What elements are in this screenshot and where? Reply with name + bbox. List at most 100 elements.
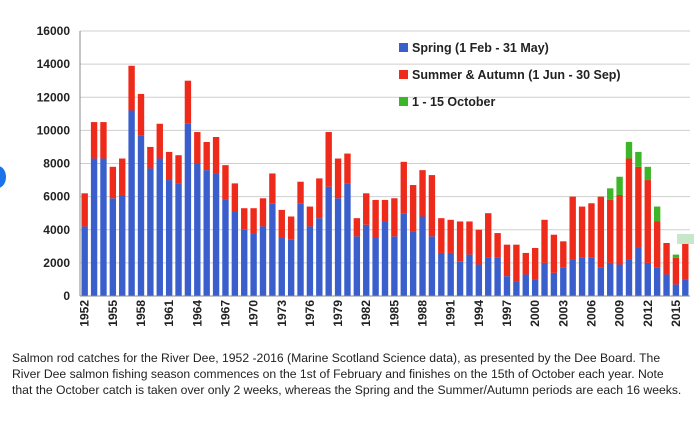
bar-summer-autumn-2000: [531, 247, 539, 280]
bar-summer-autumn-2010: [625, 158, 633, 260]
bar-spring-2006: [588, 257, 595, 296]
bar-october-2012: [644, 166, 651, 181]
bar-spring-1954: [100, 158, 107, 296]
x-tick-label: 1994: [472, 300, 486, 327]
side-indicator[interactable]: [0, 166, 6, 188]
bar-summer-autumn-1965: [203, 141, 210, 171]
x-tick-label: 2006: [585, 300, 599, 327]
bar-summer-autumn-2002: [550, 234, 558, 273]
bar-spring-1961: [165, 180, 173, 296]
bar-summer-autumn-2004: [569, 196, 576, 260]
bar-spring-1976: [306, 226, 314, 296]
y-tick-label: 10000: [37, 123, 71, 137]
bar-spring-1963: [184, 123, 192, 296]
x-tick-label: 1964: [190, 300, 204, 327]
bar-summer-autumn-2005: [578, 206, 586, 258]
bar-spring-1979: [334, 198, 342, 296]
axis-layer: 0 2000 4000 6000 8000 10000 12000 14000 16000 195…: [37, 24, 690, 327]
x-tick-label: 1985: [387, 300, 401, 327]
bar-summer-autumn-2012: [644, 180, 651, 263]
legend-layer: Spring (1 Feb - 31 May) Summer & Autumn (…: [399, 41, 621, 109]
x-tick-label: 1988: [416, 300, 430, 327]
legend-swatch: [399, 43, 408, 52]
x-tick-label: 1952: [78, 300, 92, 327]
bar-summer-autumn-2006: [588, 203, 595, 258]
bar-summer-autumn-1976: [306, 206, 314, 227]
bar-october-2015: [672, 254, 680, 258]
y-tick-label: 14000: [37, 57, 71, 71]
bar-spring-1978: [325, 186, 332, 296]
bar-summer-autumn-1991: [447, 219, 454, 253]
bar-spring-1969: [241, 229, 248, 296]
bar-spring-2010: [625, 259, 633, 296]
bar-summer-autumn-1995: [485, 213, 492, 258]
bar-spring-1990: [438, 252, 445, 296]
chart-area: 0 2000 4000 6000 8000 10000 12000 14000 16000 195…: [37, 24, 690, 327]
bar-spring-1973: [278, 238, 285, 296]
bar-summer-autumn-1973: [278, 209, 285, 239]
bar-summer-autumn-1997: [503, 244, 511, 277]
bar-spring-1987: [409, 231, 417, 296]
bar-summer-autumn-1971: [259, 198, 267, 227]
bar-spring-1956: [119, 194, 126, 296]
bar-spring-1964: [194, 163, 201, 296]
bar-summer-autumn-1975: [297, 181, 304, 204]
x-tick-label: 2009: [613, 300, 627, 327]
bar-spring-1977: [316, 218, 323, 296]
legend-label: Summer & Autumn (1 Jun - 30 Sep): [412, 68, 621, 82]
bar-summer-autumn-1979: [334, 158, 342, 199]
bar-spring-1984: [381, 221, 389, 296]
y-tick-label: 16000: [37, 24, 71, 38]
bar-spring-1965: [203, 170, 210, 297]
x-tick-label: 1979: [331, 300, 345, 327]
bar-summer-autumn-2009: [616, 194, 623, 265]
y-tick-label: 4000: [43, 223, 70, 237]
x-tick-label: 1970: [247, 300, 261, 327]
bar-summer-autumn-2011: [635, 166, 642, 248]
bar-october-2011: [635, 151, 642, 167]
bar-spring-1989: [428, 236, 436, 297]
x-tick-label: 1991: [444, 300, 458, 327]
bar-spring-1996: [494, 257, 501, 296]
legend-swatch: [399, 97, 408, 106]
bar-summer-autumn-1953: [90, 122, 98, 159]
bar-spring-1993: [466, 254, 473, 296]
bar-summer-autumn-2014: [663, 243, 670, 275]
bar-summer-autumn-1964: [194, 132, 201, 164]
x-tick-label: 2015: [669, 300, 683, 327]
bar-october-2009: [616, 176, 623, 195]
bar-spring-1988: [419, 216, 426, 296]
bar-spring-1970: [250, 233, 257, 296]
bar-spring-1974: [287, 239, 295, 296]
bar-summer-autumn-1984: [381, 199, 389, 222]
corner-mark: [677, 234, 694, 244]
bar-summer-autumn-1952: [81, 193, 88, 227]
bar-summer-autumn-1963: [184, 80, 192, 124]
bar-spring-2013: [653, 267, 661, 296]
bar-summer-autumn-1966: [212, 137, 220, 174]
figure-caption: Salmon rod catches for the River Dee, 19…: [12, 351, 682, 397]
x-tick-label: 2012: [641, 300, 655, 327]
y-tick-label: 12000: [37, 90, 71, 104]
bar-spring-2007: [597, 267, 605, 296]
bar-spring-1972: [269, 203, 276, 296]
legend-label: 1 - 15 October: [412, 95, 495, 109]
bar-spring-2003: [560, 267, 567, 296]
y-tick-label: 0: [63, 289, 70, 303]
x-tick-label: 1961: [162, 300, 176, 327]
bar-spring-1992: [456, 261, 464, 296]
x-tick-label: 2003: [556, 300, 570, 327]
bar-summer-autumn-1959: [147, 146, 154, 169]
bar-spring-1968: [231, 211, 239, 296]
bar-summer-autumn-1993: [466, 221, 473, 255]
bar-spring-1962: [175, 183, 182, 297]
bar-spring-1991: [447, 252, 454, 296]
bar-spring-1975: [297, 203, 304, 296]
bar-spring-1959: [147, 168, 154, 296]
bar-summer-autumn-1958: [137, 93, 145, 136]
bar-summer-autumn-1986: [400, 161, 407, 214]
bar-october-2008: [607, 188, 614, 200]
x-tick-label: 1982: [359, 300, 373, 327]
bar-spring-2014: [663, 274, 670, 296]
bar-spring-1960: [156, 158, 163, 296]
